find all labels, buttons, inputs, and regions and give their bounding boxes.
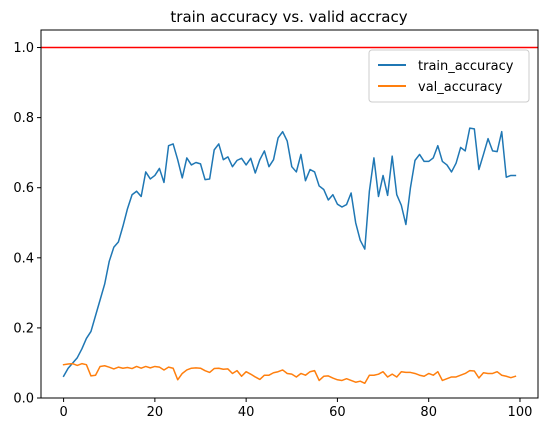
y-axis: 0.0 0.2 0.4 0.6 0.8 1.0 xyxy=(13,41,41,407)
x-tick-label: 80 xyxy=(420,405,437,420)
y-tick-label: 0.8 xyxy=(13,111,34,126)
y-tick-label: 0.4 xyxy=(13,251,34,266)
legend-label-val-accuracy: val_accuracy xyxy=(418,80,503,95)
x-tick-label: 60 xyxy=(329,405,346,420)
y-tick-label: 0.2 xyxy=(13,321,34,336)
legend: train_accuracy val_accuracy xyxy=(368,49,530,103)
series-line-val-accuracy xyxy=(62,362,517,385)
x-tick-label: 40 xyxy=(238,405,255,420)
x-tick-label: 0 xyxy=(59,405,67,420)
x-axis: 0 20 40 60 80 100 xyxy=(59,398,532,420)
series-group xyxy=(62,127,517,385)
legend-label-train-accuracy: train_accuracy xyxy=(418,59,514,74)
plot-frame xyxy=(40,29,539,399)
x-tick-label: 20 xyxy=(147,405,164,420)
x-tick-label: 100 xyxy=(508,405,533,420)
y-tick-label: 0.6 xyxy=(13,181,34,196)
chart-title: train accuracy vs. valid accracy xyxy=(170,8,407,26)
series-line-train-accuracy xyxy=(62,127,517,378)
y-tick-label: 0.0 xyxy=(13,392,34,407)
legend-box xyxy=(368,49,530,103)
y-tick-label: 1.0 xyxy=(13,41,34,56)
